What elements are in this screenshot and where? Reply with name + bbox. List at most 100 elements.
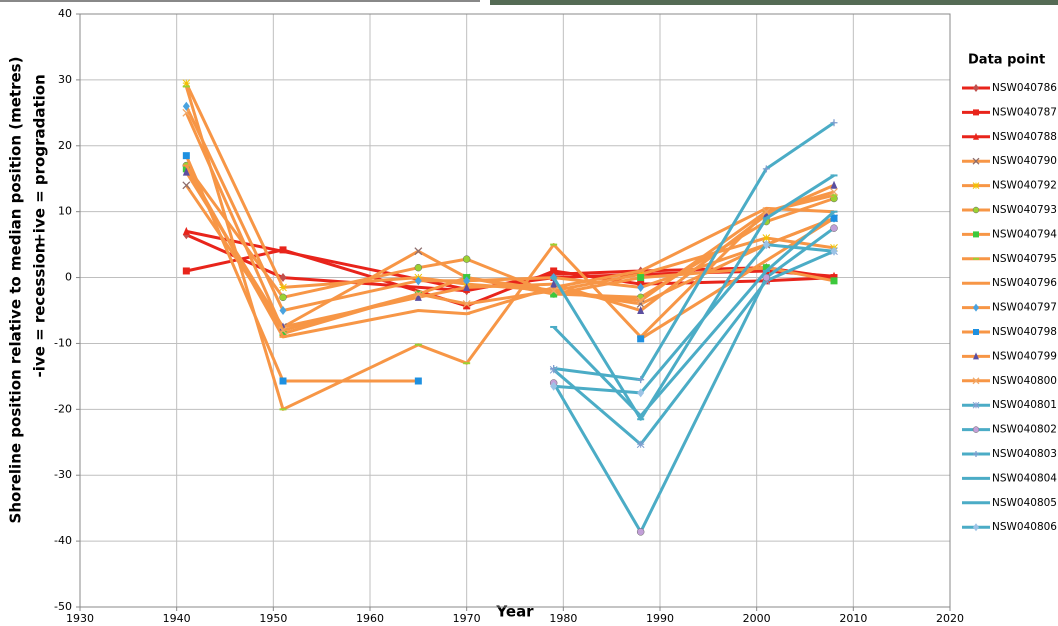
legend-label: NSW040805	[992, 497, 1057, 509]
marker	[550, 267, 558, 275]
y-tick-label: 20	[58, 139, 72, 152]
series	[182, 108, 838, 335]
marker	[414, 263, 423, 272]
y-axis-note: +ive = progradation	[31, 74, 49, 246]
marker	[463, 302, 471, 310]
x-tick-label: 2000	[743, 612, 771, 622]
marker	[830, 187, 838, 196]
marker	[973, 523, 979, 532]
marker	[973, 303, 979, 312]
y-tick-label: 0	[65, 271, 72, 284]
legend-label: NSW040794	[992, 228, 1057, 240]
marker	[550, 279, 558, 288]
marker	[972, 182, 980, 189]
y-tick-label: -10	[54, 336, 72, 349]
marker	[972, 157, 980, 165]
legend-label: NSW040792	[992, 180, 1057, 192]
y-tick-label: 10	[58, 205, 72, 218]
marker	[182, 181, 191, 190]
marker	[279, 326, 287, 335]
marker	[762, 234, 771, 242]
series-line	[185, 171, 835, 329]
marker	[462, 255, 471, 263]
marker	[182, 101, 190, 111]
marker	[182, 79, 191, 88]
marker	[414, 290, 423, 298]
marker	[973, 109, 979, 116]
series	[550, 119, 838, 384]
marker	[462, 299, 471, 308]
y-tick-label: 30	[58, 73, 72, 86]
legend-label: NSW040793	[992, 204, 1057, 216]
legend-label: NSW040799	[992, 350, 1057, 362]
marker	[414, 276, 422, 286]
marker	[550, 364, 558, 372]
marker	[830, 224, 838, 232]
series-line	[553, 243, 835, 395]
legend-label: NSW040795	[992, 253, 1057, 265]
series-line	[184, 164, 835, 339]
marker	[279, 330, 287, 338]
marker	[182, 167, 190, 176]
marker	[830, 214, 838, 222]
series-line	[553, 121, 835, 382]
marker	[463, 276, 471, 286]
marker	[973, 329, 979, 335]
marker	[279, 273, 287, 283]
y-axis-title: Shoreline position relative to median po…	[7, 57, 25, 524]
y-tick-label: -30	[54, 468, 72, 481]
series-line	[184, 112, 835, 332]
marker	[414, 247, 423, 256]
photo-strip	[0, 0, 480, 2]
x-tick-label: 2010	[839, 612, 867, 622]
x-tick-label: 2020	[936, 612, 964, 622]
legend-title: Data point	[968, 53, 1045, 68]
y-tick-label: 40	[58, 7, 72, 20]
series-line	[552, 210, 835, 418]
marker	[182, 108, 191, 117]
x-tick-label: 1950	[259, 612, 287, 622]
legend-label: NSW040800	[992, 375, 1057, 387]
marker	[279, 293, 287, 302]
marker	[637, 306, 645, 314]
marker	[830, 119, 838, 127]
marker	[830, 246, 838, 256]
y-tick-label: -40	[54, 534, 72, 547]
series-line	[552, 249, 835, 446]
marker	[972, 426, 980, 433]
x-tick-label: 1960	[356, 612, 384, 622]
marker	[762, 165, 770, 173]
marker	[414, 377, 422, 385]
marker	[550, 290, 558, 298]
marker	[830, 277, 838, 285]
marker	[762, 240, 770, 250]
marker	[973, 132, 979, 140]
x-axis-title: Year	[495, 603, 534, 621]
y-tick-label: -20	[54, 402, 72, 415]
marker	[636, 440, 645, 449]
marker	[762, 273, 771, 282]
marker	[637, 388, 645, 398]
marker	[463, 282, 471, 291]
series	[550, 240, 838, 398]
marker	[972, 401, 980, 409]
marker	[279, 283, 287, 292]
legend-label: NSW040786	[992, 82, 1057, 94]
marker	[550, 381, 558, 391]
x-tick-label: 1930	[66, 612, 94, 622]
photo-strip	[490, 0, 1058, 5]
legend-label: NSW040790	[992, 155, 1057, 167]
marker	[279, 306, 287, 315]
legend-label: NSW040797	[992, 302, 1057, 314]
marker	[637, 335, 645, 343]
marker	[279, 377, 287, 385]
series-line	[184, 82, 835, 293]
x-tick-label: 1980	[549, 612, 577, 622]
marker	[762, 264, 770, 272]
legend-label: NSW040798	[992, 326, 1057, 338]
legend-label: NSW040806	[992, 521, 1057, 533]
marker	[973, 352, 979, 360]
marker	[973, 451, 979, 457]
marker	[636, 296, 645, 305]
